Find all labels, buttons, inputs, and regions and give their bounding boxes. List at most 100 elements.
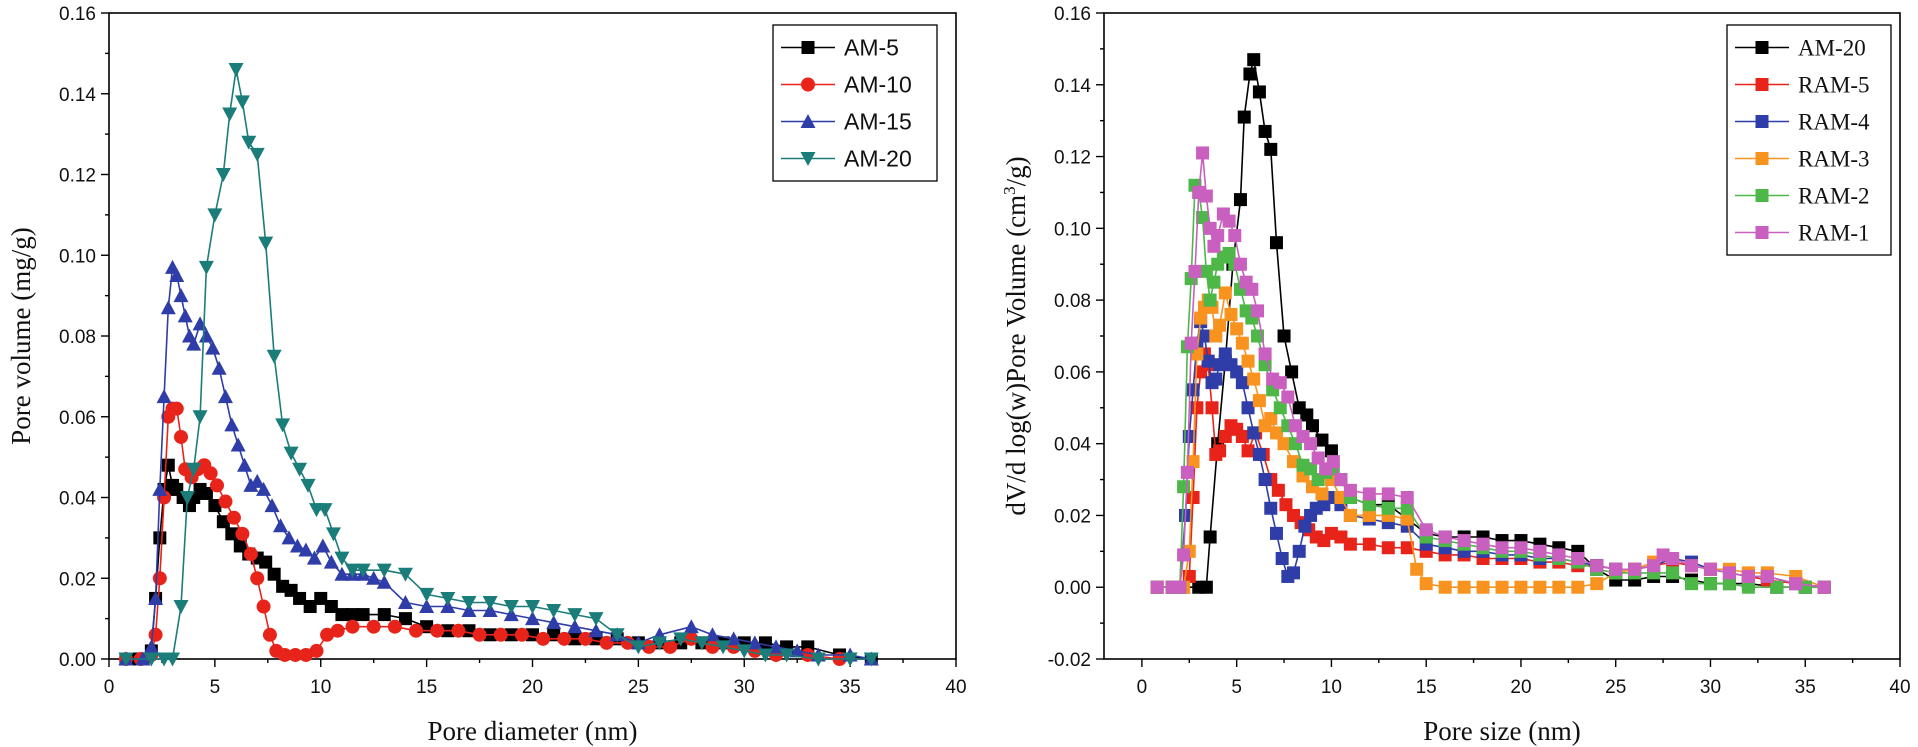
data-point-ram-1 — [1180, 465, 1194, 479]
data-point-am-5 — [314, 591, 328, 605]
data-point-ram-3 — [1590, 577, 1604, 591]
legend-box — [1726, 24, 1892, 256]
data-point-am-10 — [169, 401, 184, 416]
data-point-ram-5 — [1213, 444, 1227, 458]
legend-label: AM-10 — [844, 72, 912, 98]
data-point-ram-4 — [1298, 519, 1312, 533]
data-point-am-15 — [461, 603, 477, 618]
x-tick-label: 25 — [1605, 677, 1626, 698]
data-point-ram-3 — [1264, 412, 1278, 426]
x-tick-label: 0 — [1137, 677, 1148, 698]
data-point-am-10 — [366, 619, 381, 634]
data-point-ram-1 — [1207, 239, 1221, 253]
y-tick-label: 0.06 — [1054, 363, 1091, 384]
data-point-ram-4 — [1269, 526, 1283, 540]
data-point-am-20 — [482, 595, 498, 610]
data-point-ram-1 — [1288, 419, 1302, 433]
data-point-ram-1 — [1251, 304, 1265, 318]
data-point-am-5 — [259, 555, 273, 569]
y-tick-label: 0.12 — [59, 166, 96, 187]
data-point-ram-1 — [1722, 566, 1736, 580]
data-point-ram-4 — [1292, 544, 1306, 558]
legend-entry-am-20: AM-20 — [1735, 36, 1866, 61]
data-point-ram-1 — [1199, 189, 1213, 203]
data-point-am-15 — [273, 518, 289, 533]
data-point-am-15 — [169, 267, 185, 282]
legend-entry-am-10: AM-10 — [781, 72, 912, 98]
data-point-ram-3 — [1315, 487, 1329, 501]
data-point-ram-1 — [1760, 569, 1774, 583]
data-point-ram-3 — [1571, 580, 1585, 594]
data-point-am-15 — [198, 328, 214, 343]
data-point-ram-3 — [1209, 329, 1223, 343]
data-point-ram-2 — [1703, 577, 1717, 591]
data-point-am-20 — [1264, 142, 1278, 156]
data-point-am-15 — [768, 639, 784, 654]
legend-marker — [1755, 152, 1769, 165]
x-tick-label: 10 — [1321, 677, 1342, 698]
data-point-am-20 — [1305, 419, 1319, 433]
data-point-ram-1 — [1590, 559, 1604, 573]
legend-entry-ram-5: RAM-5 — [1735, 73, 1870, 98]
data-point-am-20 — [258, 236, 274, 251]
data-point-am-10 — [493, 627, 508, 642]
data-point-am-15 — [334, 566, 350, 581]
data-point-ram-3 — [1343, 508, 1357, 522]
data-point-ram-2 — [1222, 246, 1236, 260]
data-point-am-20 — [1203, 530, 1217, 544]
data-point-am-20 — [1277, 329, 1291, 343]
data-point-am-15 — [376, 574, 392, 589]
legend-box — [772, 24, 938, 182]
data-point-am-15 — [177, 308, 193, 323]
legend-label: AM-5 — [844, 35, 899, 61]
series-line-ram-2 — [1157, 184, 1825, 589]
data-point-ram-2 — [1196, 211, 1210, 225]
data-point-am-5 — [225, 527, 239, 541]
data-point-ram-3 — [1457, 580, 1471, 594]
data-point-am-10 — [330, 623, 345, 638]
data-point-ram-5 — [1186, 491, 1200, 504]
data-point-ram-1 — [1741, 569, 1755, 583]
x-axis-label: Pore size (nm) — [1423, 716, 1580, 746]
data-point-ram-3 — [1400, 512, 1414, 526]
data-point-ram-5 — [1271, 483, 1285, 497]
data-point-am-10 — [641, 639, 656, 654]
data-point-ram-3 — [1186, 455, 1200, 469]
data-point-ram-3 — [1514, 580, 1528, 594]
data-point-am-15 — [243, 477, 259, 492]
data-point-ram-1 — [1514, 541, 1528, 555]
data-point-ram-4 — [1258, 473, 1272, 487]
data-point-am-15 — [186, 336, 202, 351]
legend: AM-20 RAM-5 RAM-4 RAM-3 RAM-2 RAM-1 — [1726, 24, 1892, 256]
legend-marker — [801, 41, 815, 54]
data-point-ram-1 — [1457, 534, 1471, 548]
x-tick-label: 5 — [1231, 677, 1242, 698]
data-point-am-15 — [704, 627, 720, 642]
data-point-am-10 — [277, 647, 292, 662]
series-ram-1 — [1150, 146, 1831, 594]
data-point-am-15 — [747, 635, 763, 650]
y-tick-label: -0.02 — [1048, 650, 1091, 671]
data-point-ram-1 — [1438, 530, 1452, 544]
data-point-ram-1 — [1685, 559, 1699, 573]
legend-marker — [1755, 226, 1769, 239]
data-point-ram-4 — [1247, 426, 1261, 440]
y-tick-label: 0.00 — [59, 650, 96, 671]
legend-marker — [1755, 115, 1769, 128]
x-tick-label: 30 — [1700, 677, 1721, 698]
y-tick-label: 0.04 — [59, 489, 96, 510]
data-point-am-10 — [536, 631, 551, 646]
data-point-am-5 — [346, 608, 360, 622]
data-point-am-5 — [293, 591, 307, 605]
data-point-am-15 — [789, 643, 805, 658]
data-point-am-10 — [387, 619, 402, 634]
data-point-am-20 — [863, 652, 879, 667]
x-tick-label: 25 — [628, 677, 649, 698]
data-point-am-15 — [230, 437, 246, 452]
data-point-ram-1 — [1419, 523, 1433, 537]
data-point-am-15 — [323, 554, 339, 569]
data-point-am-15 — [192, 316, 208, 331]
data-point-am-20 — [143, 652, 159, 667]
data-point-am-20 — [1315, 433, 1329, 447]
